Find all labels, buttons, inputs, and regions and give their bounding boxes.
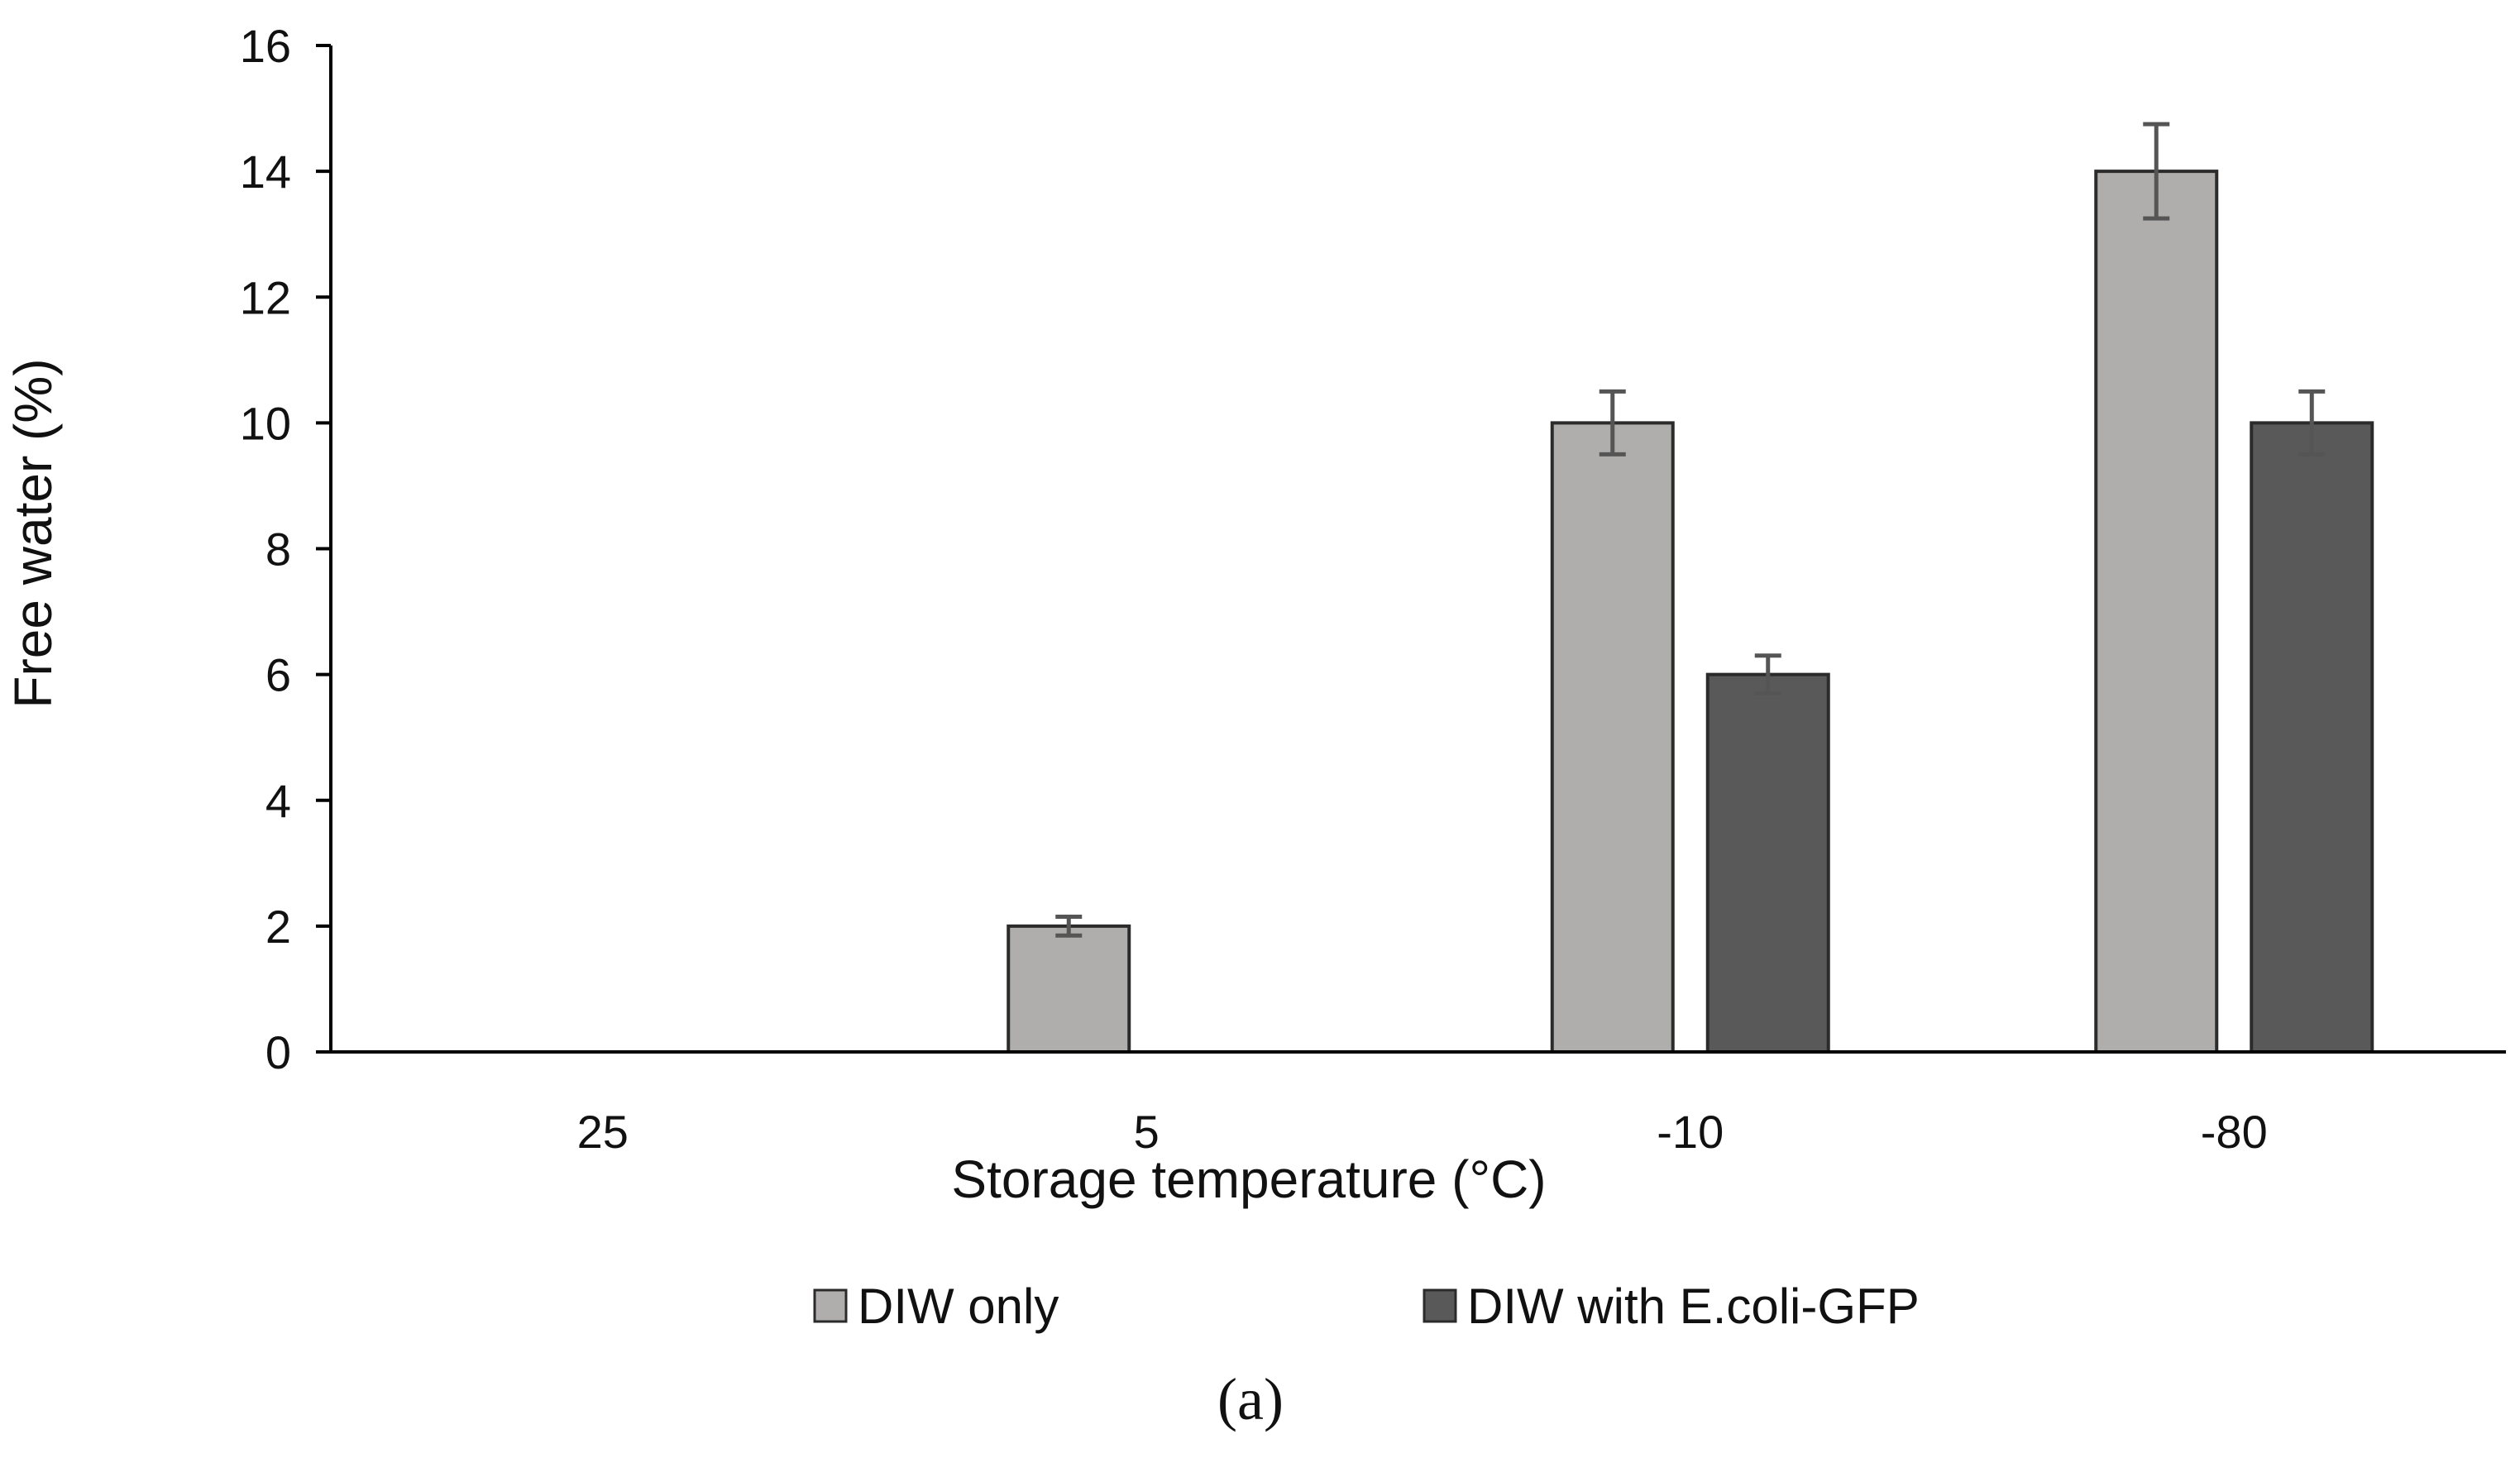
y-axis-ticks: 0 2 4 6 8 10 12 14 16	[240, 20, 331, 1078]
y-tick-label: 10	[240, 397, 291, 449]
x-tick-label: 25	[577, 1106, 629, 1158]
x-tick-label: -80	[2201, 1106, 2268, 1158]
bars-layer	[1007, 170, 2374, 1054]
bar	[2094, 170, 2219, 1054]
x-tick-label: 5	[1134, 1106, 1160, 1158]
x-tick-label: -10	[1657, 1106, 1724, 1158]
bar	[2250, 421, 2374, 1054]
y-tick-label: 2	[265, 901, 291, 953]
y-tick-label: 14	[240, 146, 291, 198]
y-tick-label: 0	[265, 1026, 291, 1078]
legend-swatch	[1423, 1288, 1457, 1323]
legend-label: DIW only	[858, 1279, 1059, 1334]
y-tick-label: 12	[240, 271, 291, 323]
axes-layer	[329, 45, 2506, 1054]
y-tick-label: 8	[265, 523, 291, 576]
y-tick-label: 16	[240, 20, 291, 72]
bar	[1007, 924, 1131, 1054]
x-axis-title: Storage temperature (°C)	[951, 1150, 1546, 1209]
figure-caption: (a)	[1217, 1366, 1284, 1432]
bar	[1550, 421, 1675, 1054]
bar	[1705, 672, 1830, 1054]
y-tick-label: 6	[265, 649, 291, 701]
legend-label: DIW with E.coli-GFP	[1467, 1279, 1920, 1334]
legend: DIW only DIW with E.coli-GFP	[813, 1279, 1920, 1334]
x-axis-ticks: 25 5 -10 -80	[577, 1106, 2268, 1158]
y-axis-title: Free water (%)	[3, 358, 63, 708]
error-bars-layer	[1055, 122, 2326, 938]
legend-swatch	[813, 1288, 848, 1323]
y-tick-label: 4	[265, 775, 291, 827]
